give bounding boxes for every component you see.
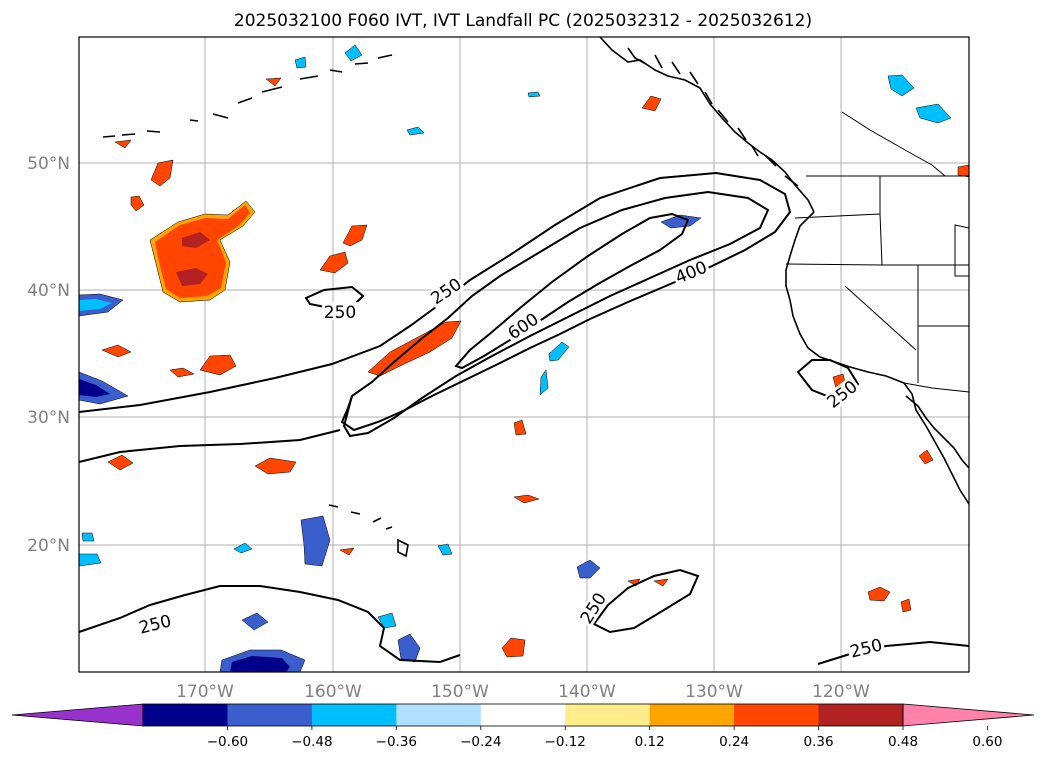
colorbar-tick-label: 0.48 <box>888 734 918 750</box>
anomaly-blob <box>342 224 368 247</box>
coastlines <box>102 36 970 558</box>
colorbar-segment <box>143 704 228 726</box>
us-state-borders <box>785 111 970 383</box>
colorbar-tick-label: −0.12 <box>545 734 586 750</box>
colorbar-extend-low <box>11 703 144 727</box>
anomaly-blob <box>150 159 174 187</box>
anomaly-blob <box>437 369 549 556</box>
contour-250-south <box>78 429 341 463</box>
colorbar-tick-label: −0.60 <box>207 734 248 750</box>
lat-label-30n: 30°N <box>27 408 70 428</box>
anomaly-blob <box>300 515 331 567</box>
alaska-inlets <box>627 47 799 187</box>
anomaly-blob <box>576 559 601 579</box>
anomaly-blob <box>169 367 195 378</box>
anomaly-blob <box>867 586 891 602</box>
map-title: 2025032100 F060 IVT, IVT Landfall PC (20… <box>234 11 812 31</box>
anomaly-blob <box>397 633 421 663</box>
baja-gulf-coast <box>905 395 970 469</box>
contour-250-small <box>304 285 365 310</box>
anomaly-blob <box>254 457 297 475</box>
lon-label-120w: 120°W <box>812 682 870 702</box>
lon-label-170w: 170°W <box>176 682 234 702</box>
colorbar: −0.60 −0.48 −0.36 −0.24 −0.12 0.12 0.24 0.36 0.4… <box>11 703 1035 750</box>
anomaly-blob <box>319 251 349 274</box>
anomaly-blob <box>114 139 132 149</box>
us-mexico-border <box>903 382 970 393</box>
colorbar-tick-label: 0.36 <box>804 734 834 750</box>
map-background <box>79 37 969 672</box>
anomaly-blob <box>406 91 541 136</box>
lon-label-150w: 150°W <box>431 682 489 702</box>
anomaly-blob <box>265 77 282 87</box>
colorbar-segment <box>311 704 397 726</box>
anomaly-blob <box>513 494 540 504</box>
contour-label: 250 <box>324 303 356 323</box>
anomaly-blob <box>957 164 970 178</box>
ivt-contours <box>78 171 970 665</box>
anomaly-blob <box>79 299 112 311</box>
anomaly-blob <box>176 232 210 286</box>
anomaly-blob <box>918 449 934 465</box>
shaded-field <box>78 44 970 673</box>
colorbar-segment <box>396 704 482 726</box>
contour-250-southwest <box>78 585 461 664</box>
anomaly-blob <box>233 542 397 629</box>
colorbar-tick-label: 0.60 <box>972 734 1002 750</box>
aleutian-islands <box>102 54 393 138</box>
colorbar-extend-high <box>902 703 1035 727</box>
anomaly-blob <box>915 103 952 124</box>
anomaly-blob <box>79 379 110 397</box>
colorbar-segment <box>818 704 904 726</box>
colorbar-segment <box>565 704 651 726</box>
anomaly-blob <box>339 547 355 556</box>
anomaly-blob <box>513 419 527 436</box>
colorbar-tick-label: −0.48 <box>291 734 332 750</box>
anomaly-blob <box>130 195 145 212</box>
colorbar-segment <box>734 704 820 726</box>
contour-250-southcenter <box>592 568 700 634</box>
anomaly-blob <box>107 454 134 471</box>
longitude-labels: 170°W 160°W 150°W 140°W 130°W 120°W <box>176 682 870 702</box>
colorbar-tick-label: −0.36 <box>376 734 417 750</box>
contour-400 <box>342 190 770 438</box>
lon-label-130w: 130°W <box>685 682 743 702</box>
colorbar-segment <box>649 704 735 726</box>
lat-label-20n: 20°N <box>27 536 70 556</box>
anomaly-blob <box>294 44 363 69</box>
anomaly-blob <box>501 637 526 658</box>
anomaly-blob <box>887 74 915 97</box>
graticule <box>79 37 969 672</box>
contour-250-coast <box>796 359 860 399</box>
anomaly-blob <box>900 598 912 613</box>
colorbar-tick-label: −0.24 <box>460 734 501 750</box>
lat-label-40n: 40°N <box>27 281 70 301</box>
colorbar-segment <box>227 704 313 726</box>
contour-250-southeast <box>817 640 970 665</box>
anomaly-blob <box>367 320 462 377</box>
anomaly-blob <box>230 656 290 672</box>
anomaly-blob <box>641 95 662 112</box>
latitude-labels: 50°N 40°N 30°N 20°N <box>27 154 70 556</box>
colorbar-frame <box>142 703 904 727</box>
map-frame <box>78 36 970 673</box>
map-panel: 250 250 600 400 250 250 250 250 <box>78 36 970 673</box>
colorbar-segment <box>480 704 566 726</box>
lat-label-50n: 50°N <box>27 154 70 174</box>
lon-label-160w: 160°W <box>304 682 362 702</box>
colorbar-tick-label: 0.12 <box>635 734 665 750</box>
anomaly-blob <box>548 341 570 362</box>
anomaly-blob <box>101 344 132 358</box>
hawaii-islands <box>328 504 409 558</box>
contour-250-main <box>78 171 792 432</box>
anomaly-blob <box>241 612 269 631</box>
anomaly-blob <box>199 354 237 376</box>
lon-label-140w: 140°W <box>558 682 616 702</box>
colorbar-tick-label: 0.24 <box>719 734 749 750</box>
